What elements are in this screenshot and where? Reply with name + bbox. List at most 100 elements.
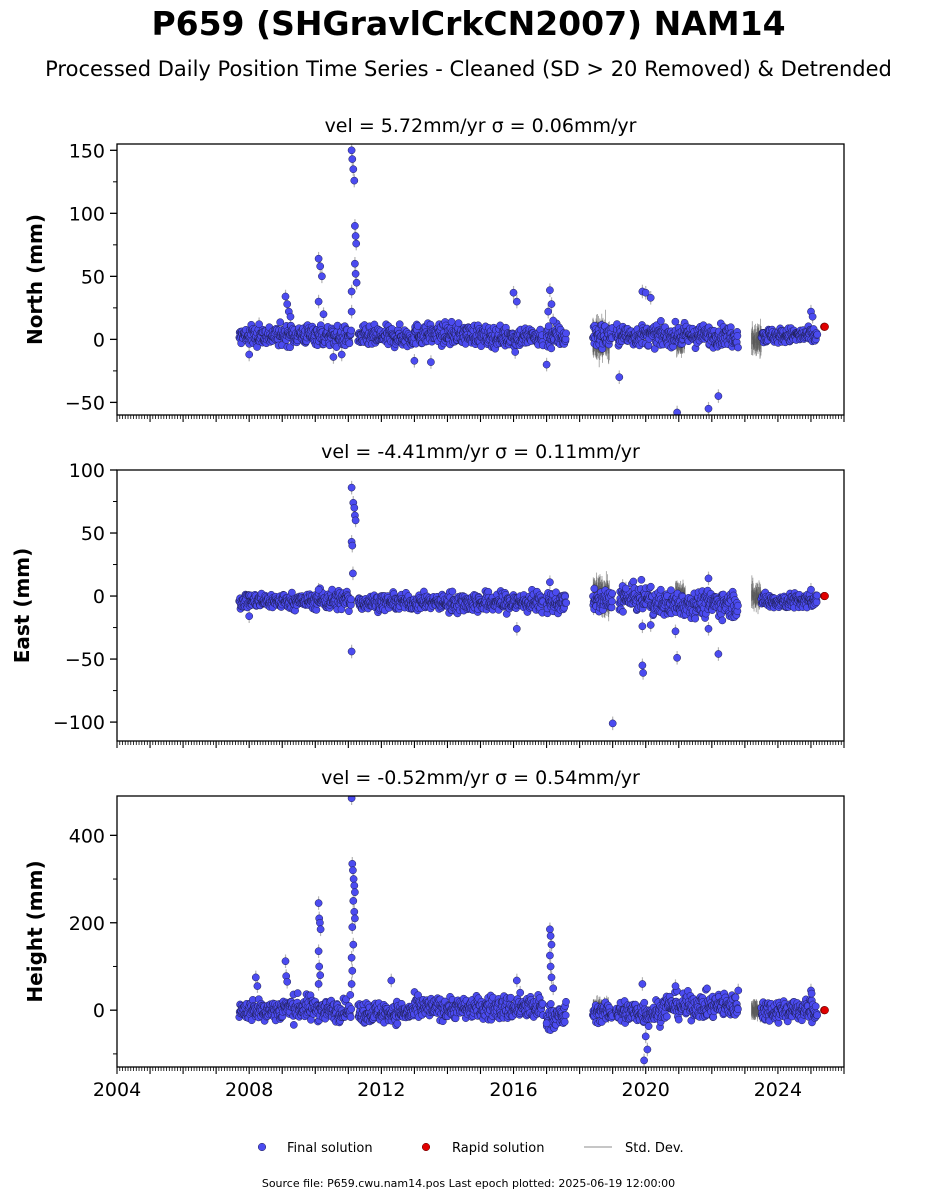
final-solution-point — [350, 503, 359, 512]
final-solution-point — [714, 392, 723, 400]
final-solution-point — [293, 989, 302, 997]
chart-subtitle: Processed Daily Position Time Series - C… — [45, 57, 892, 81]
y-tick-label: 50 — [81, 523, 105, 545]
panel-title: vel = 5.72mm/yr σ = 0.06mm/yr — [325, 115, 637, 137]
final-solution-point — [347, 595, 355, 604]
final-solution-point — [644, 1022, 653, 1031]
final-solution-point — [640, 998, 649, 1007]
final-solution-point — [349, 569, 357, 578]
final-solution-point — [348, 541, 357, 550]
final-solution-point — [281, 292, 290, 301]
final-solution-point — [337, 350, 346, 359]
final-solution-point — [512, 624, 521, 633]
chart-title: P659 (SHGravlCrkCN2007) NAM14 — [151, 4, 786, 43]
final-solution-point — [667, 586, 675, 595]
final-solution-point — [552, 588, 560, 597]
final-solution-point — [560, 1018, 569, 1026]
final-solution-point — [638, 622, 647, 631]
final-solution-point — [276, 318, 285, 327]
final-solution-point — [691, 614, 700, 623]
final-solution-point — [351, 232, 360, 240]
y-tick-label: 100 — [69, 460, 105, 482]
y-tick-label: 50 — [81, 266, 105, 288]
final-solution-point — [347, 146, 356, 155]
final-solution-point — [245, 612, 254, 621]
final-solution-point — [619, 607, 627, 616]
final-solution-point — [671, 317, 680, 326]
final-solution-point — [562, 598, 571, 607]
final-solution-point — [562, 997, 570, 1006]
rapid-solution-point — [820, 591, 829, 601]
final-solution-point — [348, 155, 357, 163]
panel-north: −50 0 50 100 150 vel = 5.72mm/yr σ = 0.06mm/y… — [23, 115, 845, 422]
final-solution-point — [314, 585, 323, 594]
final-solution-point — [544, 307, 553, 316]
final-solution-point — [733, 332, 742, 340]
final-solution-point — [349, 165, 358, 174]
final-solution-point — [808, 312, 817, 321]
final-solution-point — [629, 577, 638, 586]
y-tick-label: 0 — [93, 329, 105, 351]
final-solution-point — [546, 578, 554, 587]
final-solution-point — [509, 288, 518, 297]
final-solution-point — [646, 582, 655, 591]
final-solution-point — [346, 1013, 355, 1021]
final-solution-point — [286, 312, 295, 321]
final-solution-point — [704, 404, 713, 413]
y-tick-label: −100 — [53, 712, 105, 734]
final-solution-point — [448, 587, 457, 596]
final-solution-point — [511, 348, 520, 356]
final-solution-point — [319, 310, 328, 319]
y-tick-label: 150 — [69, 140, 105, 162]
final-solution-point — [350, 176, 359, 185]
final-solution-point — [734, 601, 742, 610]
final-solution-point — [590, 584, 599, 593]
final-solution-point — [314, 297, 323, 306]
final-solution-point — [314, 254, 323, 263]
final-solution-point — [674, 1015, 683, 1024]
final-solution-point — [813, 330, 822, 339]
y-axis-label: East (mm) — [10, 548, 34, 664]
final-solution-point — [562, 329, 570, 338]
final-solution-point — [347, 326, 356, 335]
y-tick-label: 100 — [69, 203, 105, 225]
final-solution-point — [351, 269, 360, 278]
final-solution-point — [646, 621, 655, 629]
y-tick-label: −50 — [65, 649, 105, 671]
final-solution-point — [615, 373, 624, 382]
final-solution-point — [345, 339, 354, 348]
y-tick-label: 0 — [93, 586, 105, 608]
final-solution-point — [512, 297, 521, 306]
final-solution-point — [622, 584, 630, 593]
final-solution-point — [608, 597, 616, 606]
final-solution-point — [352, 278, 361, 287]
final-solution-point — [638, 661, 647, 670]
final-solution-point — [718, 616, 727, 625]
final-solution-point — [352, 239, 361, 248]
final-solution-point — [673, 408, 681, 415]
final-solution-point — [316, 262, 325, 271]
final-solution-point — [542, 360, 551, 369]
final-solution-point — [608, 719, 617, 728]
final-solution-point — [538, 999, 547, 1008]
final-solution-point — [329, 353, 338, 361]
final-solution-point — [289, 1021, 298, 1029]
axes-frame — [116, 143, 845, 416]
rapid-solution-point — [820, 322, 829, 331]
final-solution-point — [673, 653, 681, 662]
final-solution-point — [547, 344, 556, 353]
final-solution-point — [346, 991, 355, 999]
final-solution-point — [734, 343, 742, 352]
final-solution-point — [561, 1011, 570, 1020]
final-solution-point — [657, 317, 665, 325]
final-solution-point — [549, 316, 558, 325]
final-solution-point — [704, 574, 713, 583]
final-solution-point — [714, 650, 723, 658]
panel-east: −100 −50 0 50 100 vel = -4.41mm/yr σ = 0.11mm… — [10, 441, 845, 748]
final-solution-point — [255, 320, 263, 329]
final-solution-point — [337, 605, 346, 614]
final-solution-point — [671, 627, 680, 636]
final-solution-point — [637, 575, 646, 584]
